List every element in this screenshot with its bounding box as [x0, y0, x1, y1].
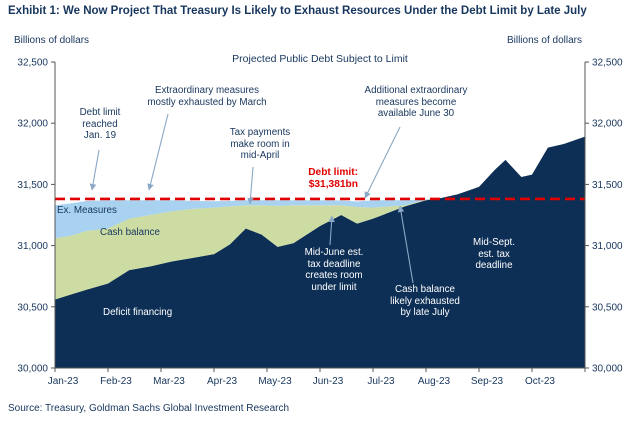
annotation-cash-exhausted: Cash balance likely exhausted by late Ju…	[390, 284, 460, 319]
area-cash-balance	[55, 136, 585, 300]
x-tick-label: Jun-23	[313, 376, 344, 387]
annotation-mid-sept: Mid-Sept. est. tax deadline	[473, 237, 515, 272]
left-axis-unit: Billions of dollars	[14, 35, 90, 46]
annotation-tax-payments: Tax payments make room in mid-April	[229, 127, 291, 162]
label-ex-measures: Ex. Measures	[57, 205, 117, 216]
y-tick-label-left: 31,500	[17, 180, 48, 191]
x-tick-label: Aug-23	[418, 376, 451, 387]
y-tick-label-left: 30,000	[17, 364, 48, 375]
label-deficit-financing: Deficit financing	[103, 307, 173, 318]
x-tick-label: Jul-23	[367, 376, 395, 387]
x-tick-label: Mar-23	[153, 376, 185, 387]
x-tick-label: May-23	[258, 376, 292, 387]
y-tick-label-right: 30,000	[592, 364, 623, 375]
y-tick-label-right: 32,500	[592, 58, 623, 69]
right-axis-unit: Billions of dollars	[506, 35, 582, 46]
arrow-cash-exhausted	[397, 205, 414, 284]
label-cash-balance: Cash balance	[100, 227, 160, 238]
x-tick-label: Apr-23	[207, 376, 237, 387]
y-tick-label-right: 32,000	[592, 119, 623, 130]
arrow-tax-payments	[247, 166, 254, 205]
arrow-debt-limit-reached	[89, 149, 100, 191]
x-tick-label: Jan-23	[48, 376, 79, 387]
annotation-debt-limit-label: Debt limit: $31,381bn	[308, 167, 358, 191]
annotation-additional-measures: Additional extraordinary measures become…	[364, 85, 468, 120]
annotation-mid-june: Mid-June est. tax deadline creates room …	[304, 247, 364, 293]
area-deficit-financing	[55, 136, 585, 368]
y-tick-label-left: 32,000	[17, 119, 48, 130]
x-tick-label: Feb-23	[100, 376, 132, 387]
annotation-arrows	[89, 113, 414, 284]
annotation-extraordinary-measures: Extraordinary measures mostly exhausted …	[147, 85, 267, 108]
x-tick-label: Sep-23	[471, 376, 504, 387]
y-tick-label-left: 30,500	[17, 302, 48, 313]
chart-title: Projected Public Debt Subject to Limit	[232, 53, 408, 65]
y-tick-label-right: 31,500	[592, 180, 623, 191]
y-tick-label-left: 31,000	[17, 241, 48, 252]
y-tick-label-right: 30,500	[592, 302, 623, 313]
x-tick-label: Oct-23	[525, 376, 555, 387]
y-tick-label-left: 32,500	[17, 58, 48, 69]
annotation-debt-limit-reached: Debt limit reached Jan. 19	[79, 107, 121, 142]
page-title: Exhibit 1: We Now Project That Treasury …	[8, 5, 587, 17]
area-ex-measures	[55, 136, 585, 239]
y-tick-label-right: 31,000	[592, 241, 623, 252]
source-note: Source: Treasury, Goldman Sachs Global I…	[8, 403, 290, 414]
arrow-additional-measures	[364, 126, 401, 199]
arrow-mid-june	[328, 215, 335, 246]
arrow-extraordinary-measures	[147, 113, 169, 191]
